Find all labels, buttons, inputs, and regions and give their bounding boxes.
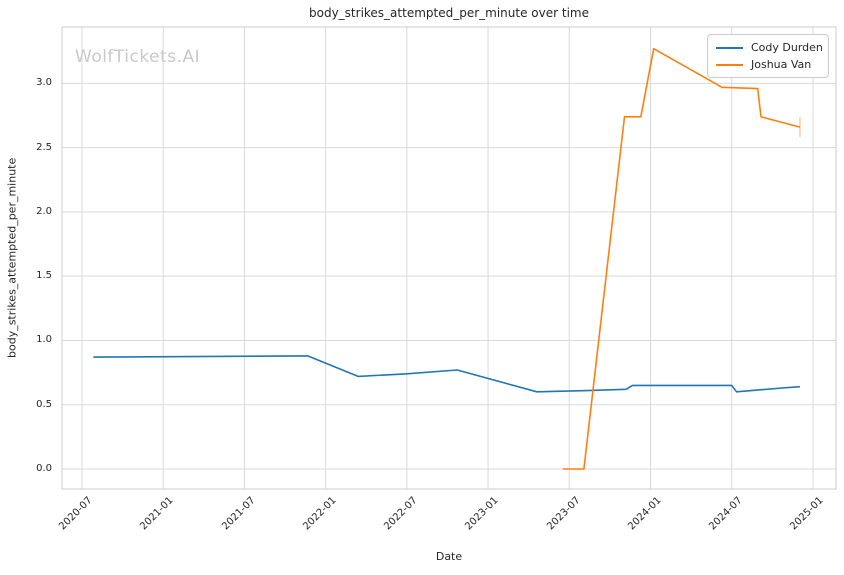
legend-line-sample-cody-durden (716, 46, 743, 49)
y-tick-label: 2.0 (36, 205, 52, 217)
plot-border (61, 26, 837, 490)
watermark: WolfTickets.AI (75, 47, 201, 67)
y-tick-label: 0.0 (36, 462, 52, 474)
y-tick-label: 3.0 (36, 77, 52, 89)
legend-item-cody-durden: Cody Durden (716, 41, 823, 54)
y-tick-label: 2.5 (36, 141, 52, 153)
series-line-cody-durden (93, 355, 800, 393)
x-axis-label: Date (435, 550, 463, 563)
series-line-joshua-van (562, 47, 801, 470)
legend-label-cody-durden: Cody Durden (751, 41, 823, 54)
legend-line-sample-joshua-van (716, 63, 743, 66)
legend-label-joshua-van: Joshua Van (751, 58, 812, 71)
y-tick-label: 1.0 (36, 334, 52, 346)
legend: Cody Durden Joshua Van (707, 34, 829, 78)
y-tick-label: 0.5 (36, 398, 52, 410)
legend-item-joshua-van: Joshua Van (716, 58, 820, 71)
y-tick-label: 1.5 (36, 270, 52, 282)
chart-title: body_strikes_attempted_per_minute over t… (309, 6, 589, 20)
y-axis-label: body_strikes_attempted_per_minute (5, 157, 19, 359)
